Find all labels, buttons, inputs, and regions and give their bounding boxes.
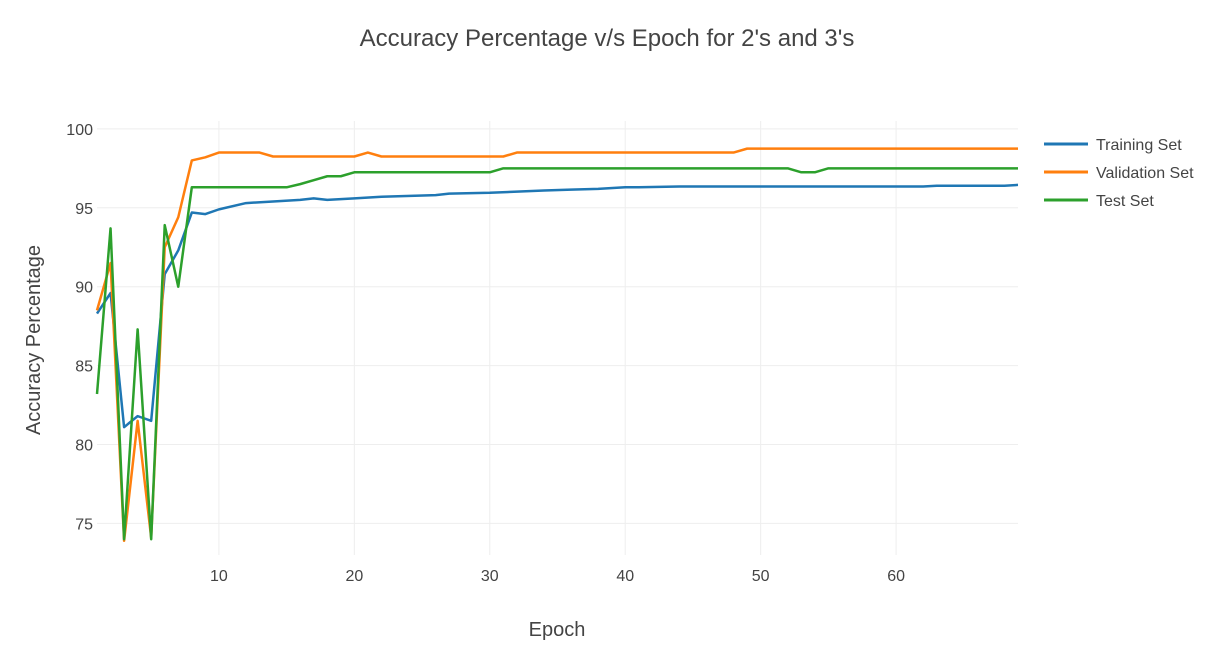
series-line-test-set xyxy=(95,167,1018,541)
legend: Training Set Validation Set Test Set xyxy=(1044,137,1194,210)
x-tick-label: 20 xyxy=(345,568,363,585)
tick-layer: 75 80 85 90 95 100 10 20 30 40 50 60 xyxy=(66,122,905,585)
y-tick-label: 95 xyxy=(75,201,93,218)
y-tick-label: 90 xyxy=(75,280,93,297)
x-tick-label: 50 xyxy=(752,568,770,585)
series-line-validation-set xyxy=(95,147,1018,543)
y-tick-label: 100 xyxy=(66,122,93,139)
x-tick-label: 10 xyxy=(210,568,228,585)
y-tick-label: 85 xyxy=(75,359,93,376)
y-tick-label: 75 xyxy=(75,516,93,533)
x-tick-label: 40 xyxy=(616,568,634,585)
series-layer xyxy=(95,147,1019,543)
legend-item-training-set[interactable]: Training Set xyxy=(1044,137,1182,154)
y-tick-label: 80 xyxy=(75,438,93,455)
legend-label: Validation Set xyxy=(1096,165,1194,182)
x-tick-label: 60 xyxy=(887,568,905,585)
chart-title: Accuracy Percentage v/s Epoch for 2's an… xyxy=(360,25,855,52)
legend-item-validation-set[interactable]: Validation Set xyxy=(1044,165,1194,182)
legend-label: Test Set xyxy=(1096,193,1154,210)
y-axis-title: Accuracy Percentage xyxy=(23,245,45,435)
x-tick-label: 30 xyxy=(481,568,499,585)
grid-layer xyxy=(97,121,1018,555)
x-axis-title: Epoch xyxy=(529,619,586,641)
series-line-training-set xyxy=(95,183,1019,429)
legend-item-test-set[interactable]: Test Set xyxy=(1044,193,1154,210)
legend-label: Training Set xyxy=(1096,137,1182,154)
